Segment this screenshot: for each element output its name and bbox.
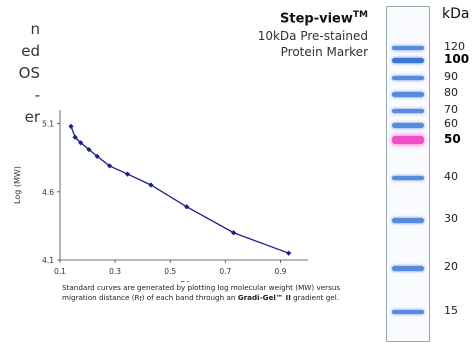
caption-part2: ) of each band through an [141, 293, 238, 302]
mw-label: 80 [444, 86, 458, 99]
x-axis-label: Rf [180, 280, 190, 282]
mw-label: 30 [444, 212, 458, 225]
x-tick-label: 0.7 [219, 267, 231, 276]
series-line [70, 126, 289, 254]
left-text-line: - [34, 86, 40, 104]
gel-band [392, 122, 424, 128]
mw-label: 90 [444, 70, 458, 83]
product-name-text: Step-view [280, 11, 353, 27]
caption-part3: gradient gel. [290, 293, 339, 302]
data-point-marker [148, 182, 154, 188]
data-point-marker [286, 250, 292, 256]
product-subtitle-line2: Protein Marker [280, 45, 368, 59]
y-axis-label: Log (MW) [13, 166, 22, 204]
caption: Standard curves are generated by plottin… [62, 283, 362, 305]
data-point-marker [94, 153, 100, 159]
left-text-line: OS [18, 64, 40, 82]
x-tick-label: 0.3 [109, 267, 121, 276]
caption-subscript: f [139, 296, 142, 303]
gel-band [392, 91, 424, 97]
left-text-fragment: n ed OS - er [0, 18, 40, 128]
gel-band [392, 176, 424, 180]
x-tick-label: 0.9 [274, 267, 286, 276]
left-text-line: n [30, 20, 40, 38]
data-point-marker [124, 171, 131, 177]
x-tick-label: 0.1 [54, 267, 66, 276]
left-text-line: ed [21, 42, 40, 60]
mw-label: 40 [444, 170, 458, 183]
trademark-mark: TM [352, 10, 368, 20]
gel-band [392, 109, 424, 113]
gel-band [392, 57, 424, 63]
data-point-marker [107, 163, 113, 169]
y-tick-label: 4.1 [42, 256, 54, 265]
y-tick-label: 5.1 [42, 120, 54, 129]
data-point-marker [68, 123, 74, 129]
gel-band [392, 265, 424, 271]
caption-product-name: Gradi-Gel™ II [237, 293, 291, 302]
y-tick-label: 4.6 [42, 188, 54, 197]
mw-label: 120 [444, 40, 465, 53]
kda-unit-label: kDa [442, 6, 470, 22]
product-subtitle-line1: 10kDa Pre-stained [257, 29, 368, 43]
mw-label: 15 [444, 304, 458, 317]
mw-label: 50 [444, 132, 461, 146]
gel-band [392, 46, 424, 50]
gel-band [392, 310, 424, 314]
product-subtitle: 10kDa Pre-stained Protein Marker [200, 28, 368, 60]
caption-part1: Standard curves are generated by plottin… [62, 283, 341, 302]
gel-band [392, 217, 424, 223]
mw-label: 100 [444, 52, 470, 66]
data-point-marker [78, 140, 84, 146]
data-point-marker [86, 146, 92, 153]
data-point-marker [72, 134, 78, 140]
standard-curve-chart: 4.1 4.6 5.1 0.1 0.3 0.5 0.7 0.9 Rf Log (MW) [13, 110, 308, 282]
data-point-marker [231, 230, 237, 236]
data-point-marker [184, 204, 190, 210]
x-tick-label: 0.5 [164, 267, 176, 276]
gel-band [392, 76, 424, 80]
mw-label: 60 [444, 117, 458, 130]
mw-label: 20 [444, 260, 458, 273]
left-text-line: er [24, 108, 40, 126]
gel-band [392, 136, 424, 144]
gel-lane [386, 6, 430, 342]
product-name: Step-viewTM [228, 10, 368, 26]
mw-label: 70 [444, 103, 458, 116]
